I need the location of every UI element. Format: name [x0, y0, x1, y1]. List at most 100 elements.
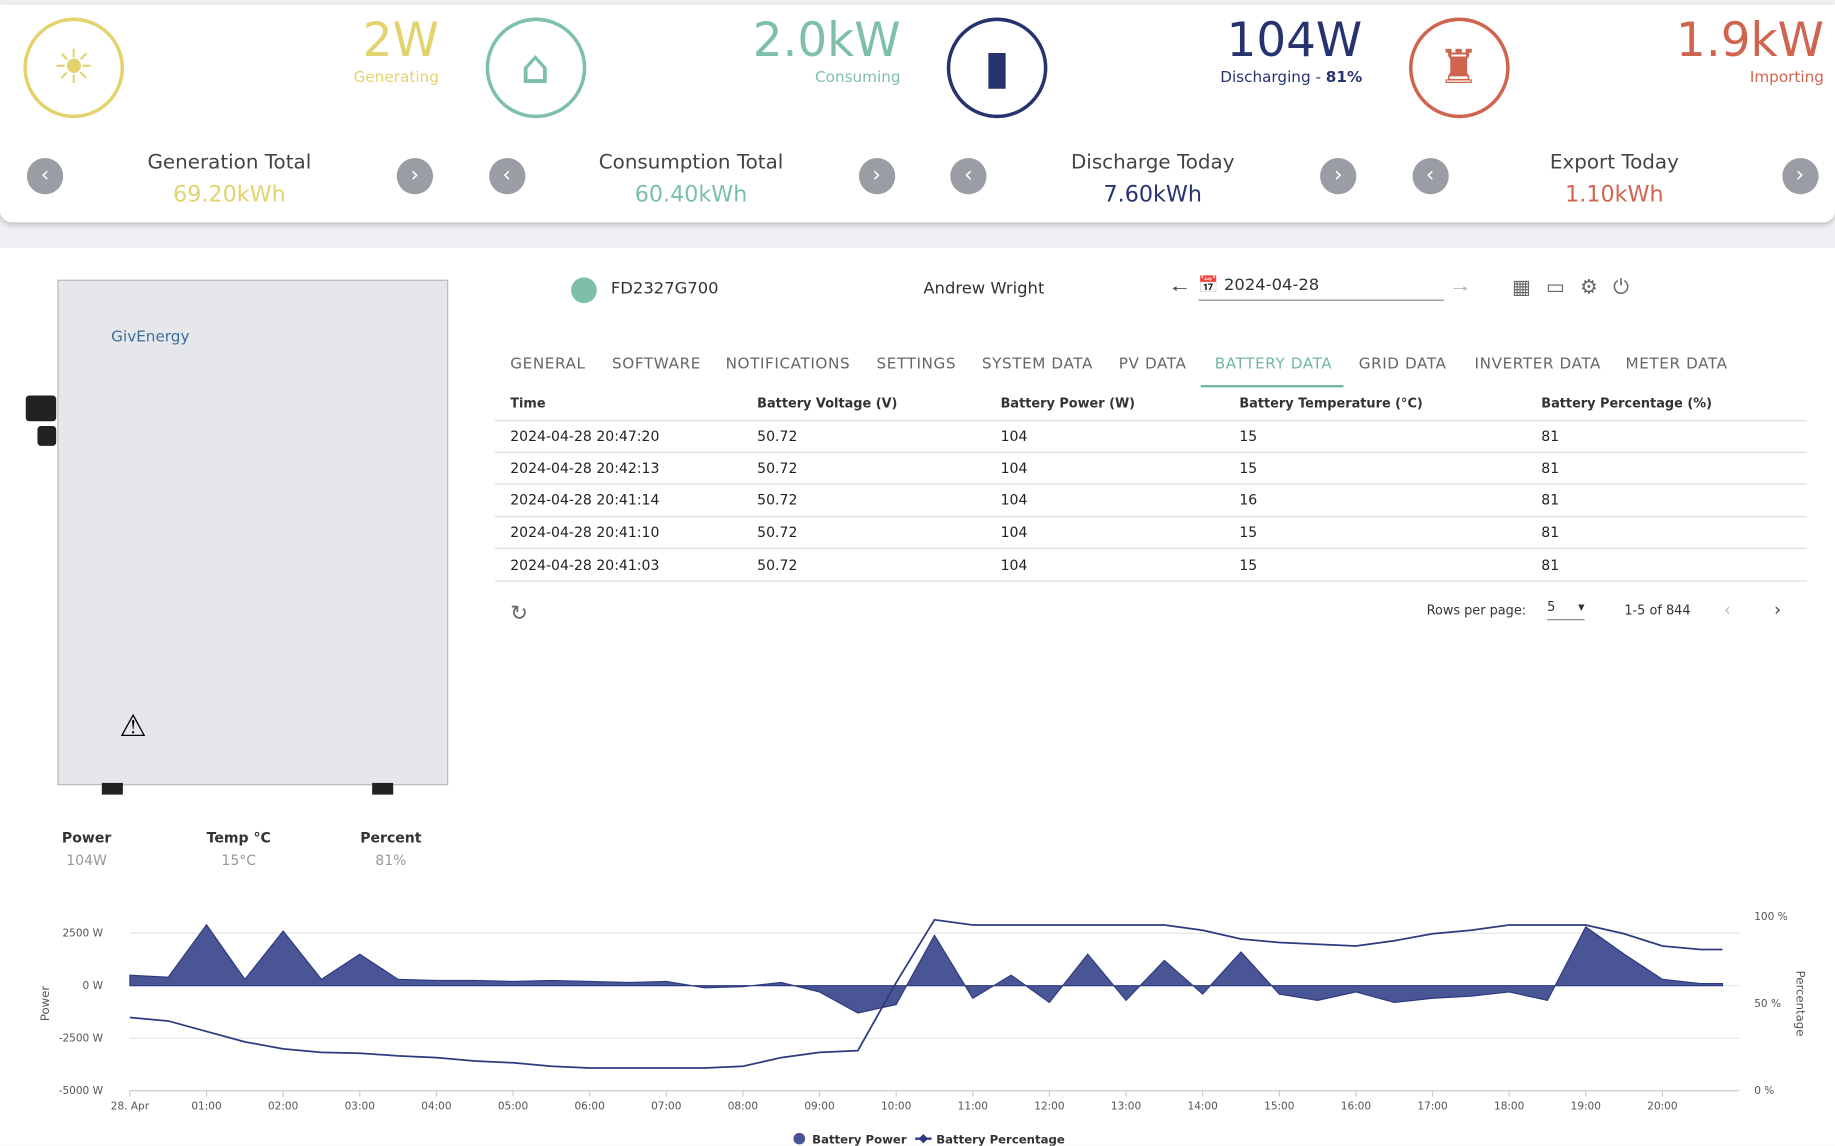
row-divider [495, 483, 1807, 485]
connector [37, 425, 57, 446]
card-icon: ♜ [1408, 17, 1510, 119]
x-tick-label: 01:00 [191, 1100, 221, 1112]
legend-label: Battery Power [812, 1132, 907, 1145]
table-cell: 81 [1541, 428, 1560, 445]
x-tick-label: 10:00 [881, 1100, 911, 1112]
card-label: Consuming [815, 69, 901, 87]
legend-marker [793, 1132, 806, 1145]
stat-value: 81% [375, 851, 407, 869]
x-tick-label: 16:00 [1341, 1100, 1371, 1112]
tab[interactable]: GENERAL [510, 355, 586, 374]
table-cell: 104 [1000, 459, 1028, 477]
card-label: Importing [1749, 69, 1824, 87]
toolbar-icons[interactable]: ▦▭⚙⏻ [1512, 276, 1645, 300]
refresh[interactable]: ↻ [510, 601, 528, 627]
prev-page[interactable]: ‹ [1723, 599, 1731, 621]
tab[interactable]: SETTINGS [876, 355, 957, 374]
tab[interactable]: METER DATA [1625, 355, 1728, 374]
tab[interactable]: SYSTEM DATA [981, 355, 1093, 374]
legend-marker [918, 1134, 929, 1144]
x-tick-label: 13:00 [1111, 1100, 1141, 1112]
table-cell: 2024-04-28 20:41:10 [510, 524, 660, 541]
x-tick-label: 09:00 [804, 1100, 834, 1112]
row-divider [495, 547, 1807, 549]
tab-underline [1200, 385, 1344, 388]
tab[interactable]: SOFTWARE [612, 355, 701, 374]
y-tick-label: -2500 W [59, 1033, 104, 1045]
next-arrow[interactable]: › [1320, 157, 1357, 195]
tab[interactable]: NOTIFICATIONS [725, 355, 851, 374]
table-header: Battery Temperature (°C) [1239, 395, 1423, 411]
total-label: Consumption Total [598, 150, 784, 175]
total-label: Generation Total [147, 150, 312, 175]
table-cell: 81 [1541, 491, 1560, 508]
total-value: 60.40kWh [634, 181, 748, 208]
rows-value: 5 [1547, 599, 1556, 615]
legend-item: Battery Percentage [915, 1132, 1065, 1146]
logo: GivEnergy [111, 328, 190, 347]
prev-arrow[interactable]: ‹ [488, 157, 525, 195]
table-cell: 81 [1541, 557, 1560, 574]
y-tick-label: -5000 W [59, 1085, 104, 1097]
date-picker[interactable]: 📅 2024-04-28 [1198, 276, 1445, 301]
total-value: 1.10kWh [1565, 181, 1664, 208]
next-arrow[interactable]: › [858, 157, 895, 195]
next-page[interactable]: › [1774, 599, 1782, 621]
y2-tick-label: 100 % [1754, 911, 1787, 923]
card-value: 2W [362, 14, 439, 68]
table-cell: 15 [1239, 428, 1258, 445]
table-cell: 104 [1000, 428, 1028, 445]
table-header: Time [510, 395, 546, 411]
table-header: Battery Percentage (%) [1541, 395, 1712, 411]
table-cell: 15 [1239, 557, 1258, 574]
legend-item: Battery Power [793, 1132, 907, 1146]
y-tick-label: 0 W [83, 980, 104, 992]
x-tick-label: 20:00 [1647, 1100, 1677, 1112]
table-cell: 81 [1541, 459, 1560, 477]
table-cell: 16 [1239, 491, 1258, 508]
x-tick-label: 06:00 [574, 1100, 604, 1112]
prev-date[interactable]: 🠐 [1171, 277, 1188, 300]
x-tick-label: 11:00 [958, 1100, 988, 1112]
next-date[interactable]: 🠒 [1452, 277, 1469, 300]
table-cell: 2024-04-28 20:41:14 [510, 491, 660, 508]
rows-select[interactable]: 5 ▾ [1547, 599, 1585, 621]
table-cell: 2024-04-28 20:41:03 [510, 557, 660, 574]
x-tick-label: 17:00 [1417, 1100, 1447, 1112]
owner: Andrew Wright [923, 279, 1045, 299]
table-cell: 104 [1000, 491, 1028, 508]
next-arrow[interactable]: › [396, 157, 434, 195]
percentage-line [129, 918, 1723, 1069]
tab[interactable]: INVERTER DATA [1474, 355, 1602, 374]
card-icon: ☀ [23, 17, 125, 119]
tab[interactable]: PV DATA [1118, 355, 1187, 374]
warning-icon: ⚠ [119, 709, 147, 745]
prev-arrow[interactable]: ‹ [950, 157, 987, 195]
prev-arrow[interactable]: ‹ [26, 157, 64, 195]
table-cell: 50.72 [757, 491, 798, 508]
card-icon: ⌂ [485, 17, 586, 119]
table-cell: 104 [1000, 557, 1028, 574]
chart: -5000 W -2500 W 0 W 2500 W 0 % 50 % 100 % 28. A… [38, 911, 1807, 1146]
tab[interactable]: GRID DATA [1358, 355, 1447, 374]
table-cell: 15 [1239, 459, 1258, 477]
tab[interactable]: BATTERY DATA [1214, 355, 1333, 374]
foot [372, 782, 394, 795]
prev-arrow[interactable]: ‹ [1411, 157, 1449, 195]
card-value: 2.0kW [752, 14, 901, 68]
row-divider [495, 451, 1807, 453]
x-tick-label: 03:00 [345, 1100, 375, 1112]
x-tick-label: 18:00 [1494, 1100, 1524, 1112]
table-cell: 50.72 [757, 459, 798, 477]
connector [25, 395, 57, 422]
next-arrow[interactable]: › [1781, 157, 1819, 195]
total-value: 69.20kWh [173, 181, 286, 208]
card-label-strong: 81% [1325, 69, 1363, 87]
x-tick-label: 08:00 [728, 1100, 758, 1112]
stat-value: 15°C [221, 851, 257, 869]
row-divider [495, 516, 1807, 518]
total-label: Export Today [1549, 150, 1679, 175]
stat-label: Power [61, 829, 112, 847]
y2-tick-label: 50 % [1754, 998, 1781, 1010]
x-tick-label: 07:00 [651, 1100, 681, 1112]
